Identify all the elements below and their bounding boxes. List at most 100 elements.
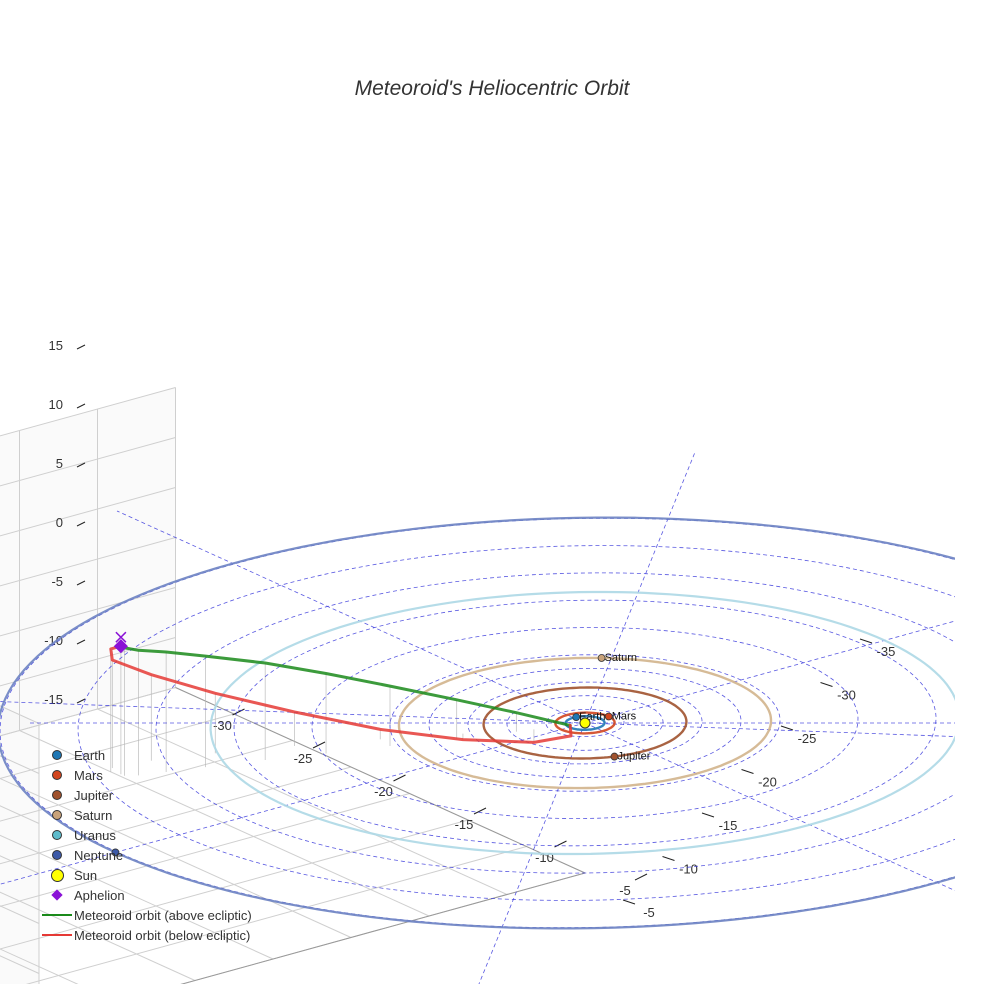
z-tick-mark [76,521,86,527]
y-tick-mark [780,725,794,731]
legend-symbol [40,885,74,905]
z-tick-label: -5 [51,574,63,589]
legend-label: Meteoroid orbit (below ecliptic) [74,927,251,943]
grid-line [0,387,176,437]
legend-label: Earth [74,747,106,763]
floor-grid-line [0,834,274,960]
grid-line [0,537,176,587]
legend-symbol [40,745,74,765]
legend-symbol [40,865,74,885]
grid-line [0,487,176,537]
floor-grid-line [0,687,176,737]
legend-item-earth: Earth [40,745,252,765]
floor-grid-line [0,713,235,780]
orbit-earth [564,715,606,731]
x-tick-mark [312,741,326,749]
legend-item-meteoroid-orbit-above-ecliptic: Meteoroid orbit (above ecliptic) [40,905,252,925]
x-tick-label: -20 [374,784,393,799]
x-tick-label: -25 [294,751,313,766]
reference-radial [0,701,586,724]
y-tick-mark [701,812,715,818]
mars-label: Mars [612,710,637,722]
floor-grid-line [0,819,469,950]
x-tick-mark [634,873,648,881]
y-tick-mark [622,899,636,905]
z-tick-label: 10 [49,397,63,412]
y-tick-mark [859,638,873,644]
aphelion-marker [113,639,128,654]
orbit-jupiter [482,686,688,760]
legend-item-meteoroid-orbit-below-ecliptic: Meteoroid orbit (below ecliptic) [40,925,252,945]
x-tick-mark [232,708,245,716]
legend-item-jupiter: Jupiter [40,785,252,805]
jupiter-marker [610,752,619,761]
legend-label: Aphelion [74,887,125,903]
z-tick-label: 5 [56,456,63,471]
x-tick-label: -30 [213,718,232,733]
series-meteoroid-orbit-below-ecliptic [109,644,573,744]
z-tick-mark [76,344,86,350]
reference-ring [77,545,955,901]
x-tick-mark [393,774,406,782]
reference-ring [233,599,937,847]
aphelion-cross [115,631,127,643]
z-tick-label: -15 [44,692,63,707]
y-tick-label: -35 [877,644,896,659]
axis-edge-x [180,872,586,984]
orbit-neptune [0,516,955,930]
saturn-marker [597,654,606,662]
reference-radial [584,722,955,892]
reference-radial [584,620,955,724]
y-tick-label: -5 [643,905,655,920]
series-meteoroid-orbit-above-ecliptic [122,646,572,727]
legend-label: Meteoroid orbit (above ecliptic) [74,907,252,923]
orbit-stems [110,646,572,776]
sun-marker [579,717,591,729]
grid-line [0,587,176,637]
legend-item-uranus: Uranus [40,825,252,845]
z-tick-label: -10 [44,633,63,648]
legend-label: Saturn [74,807,113,823]
y-tick-mark [820,682,833,687]
grid-line [0,637,176,687]
legend-label: Uranus [74,827,116,843]
y-tick-mark [662,856,675,861]
y-tick-label: -15 [719,818,738,833]
legend-label: Sun [74,867,98,883]
z-tick-mark [76,639,86,645]
floor-grid-line [0,948,79,984]
legend-item-neptune: Neptune [40,845,252,865]
axis-ticks: 15 10 5 0 -5 -10 -15 -5 -10 -15 -20 -25 -30 -5 -10 -15 -… [44,338,895,920]
z-tick-mark [76,698,86,704]
x-tick-label: -5 [619,883,631,898]
legend-label: Neptune [74,847,124,863]
reference-radial [116,510,586,724]
legend-symbol [40,765,74,785]
reference-ring [467,681,703,765]
y-tick-label: -20 [758,775,777,790]
z-tick-label: 0 [56,515,63,530]
legend-item-aphelion: Aphelion [40,885,252,905]
legend: Earth Mars Jupiter Saturn Uranus Neptune Sun Ap… [40,745,252,945]
planet-orbits [0,516,955,930]
legend-symbol [40,905,74,925]
reference-radial [0,722,586,885]
z-tick-mark [76,580,86,586]
axis-edge-y [175,687,586,874]
y-tick-label: -30 [837,688,856,703]
meteoroid-orbit [109,631,573,744]
orbit-saturn [397,656,773,790]
z-tick-label: 15 [49,338,63,353]
floor-grid-line [0,891,196,981]
mars-marker [604,712,613,721]
x-tick-mark [473,807,487,815]
floor-grid-line [0,777,352,938]
jupiter-label: Jupiter [617,751,650,763]
y-tick-label: -10 [679,862,698,877]
legend-symbol [40,825,74,845]
legend-item-sun: Sun [40,865,252,885]
legend-item-saturn: Saturn [40,805,252,825]
legend-symbol [40,845,74,865]
legend-symbol [40,785,74,805]
